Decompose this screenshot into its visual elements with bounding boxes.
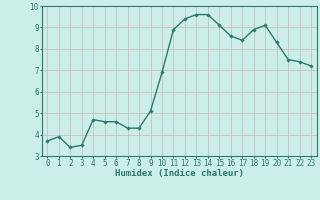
X-axis label: Humidex (Indice chaleur): Humidex (Indice chaleur) bbox=[115, 169, 244, 178]
